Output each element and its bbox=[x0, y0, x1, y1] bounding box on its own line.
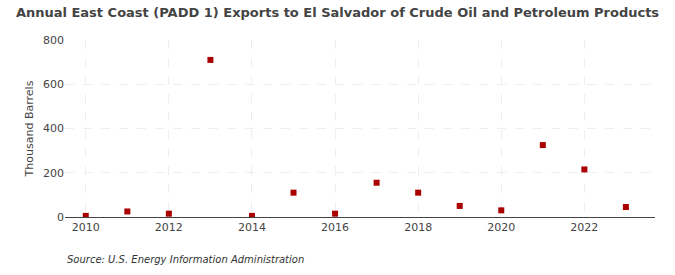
svg-text:600: 600 bbox=[43, 78, 64, 91]
svg-text:2014: 2014 bbox=[238, 221, 266, 234]
svg-text:200: 200 bbox=[43, 167, 64, 180]
svg-text:2012: 2012 bbox=[155, 221, 183, 234]
svg-text:2010: 2010 bbox=[72, 221, 100, 234]
svg-text:Source: U.S. Energy Informatio: Source: U.S. Energy Information Administ… bbox=[67, 254, 304, 265]
svg-text:400: 400 bbox=[43, 122, 64, 135]
svg-text:Annual East Coast (PADD 1) Exp: Annual East Coast (PADD 1) Exports to El… bbox=[16, 5, 659, 20]
svg-text:Thousand Barrels: Thousand Barrels bbox=[23, 80, 36, 177]
svg-text:0: 0 bbox=[57, 211, 64, 224]
svg-text:2022: 2022 bbox=[570, 221, 598, 234]
svg-text:2016: 2016 bbox=[321, 221, 349, 234]
svg-text:2020: 2020 bbox=[487, 221, 515, 234]
svg-text:800: 800 bbox=[43, 34, 64, 47]
svg-text:2018: 2018 bbox=[404, 221, 432, 234]
